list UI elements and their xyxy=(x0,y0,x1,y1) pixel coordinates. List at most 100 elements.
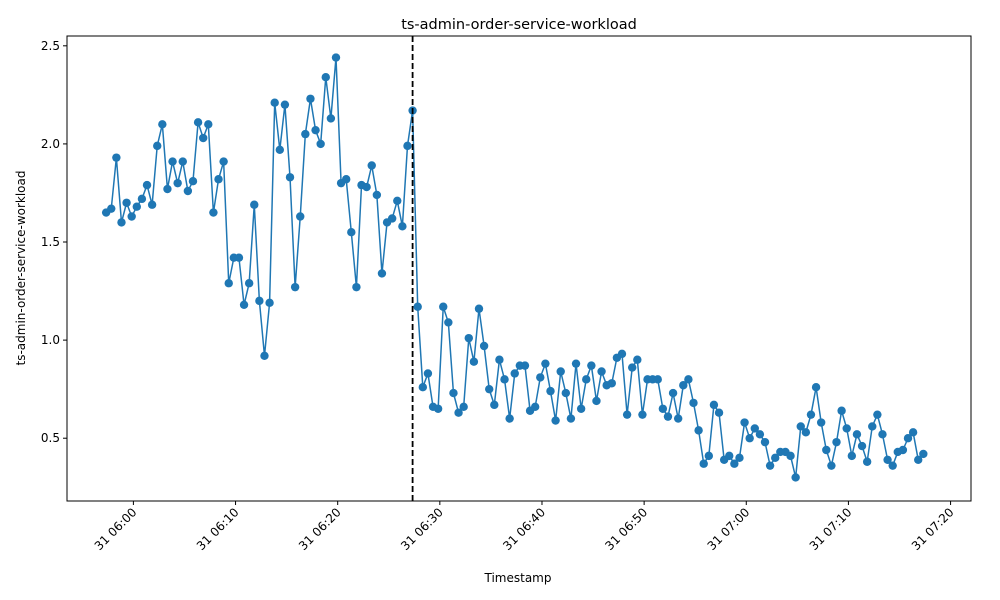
data-point xyxy=(296,212,305,221)
data-point xyxy=(321,73,330,82)
data-point xyxy=(433,404,443,413)
data-point xyxy=(112,153,121,162)
data-point xyxy=(561,388,571,398)
data-point xyxy=(684,375,693,384)
data-point xyxy=(857,441,867,451)
data-point xyxy=(510,369,519,378)
data-point xyxy=(725,451,734,461)
data-point xyxy=(199,133,208,143)
data-point xyxy=(842,424,851,433)
data-point xyxy=(668,388,678,398)
data-point xyxy=(158,120,167,129)
data-point xyxy=(301,129,310,139)
data-point xyxy=(760,437,770,447)
data-point xyxy=(530,402,540,412)
data-point xyxy=(224,279,233,288)
data-point xyxy=(137,194,147,204)
data-point xyxy=(694,426,703,435)
x-axis-ticks: 31 06:00 31 06:10 31 06:20 31 06:30 31 06:40… xyxy=(92,501,957,553)
data-point xyxy=(306,94,315,103)
data-point xyxy=(342,175,351,184)
plot-frame xyxy=(66,35,972,502)
data-point xyxy=(883,455,892,464)
x-tick-label: 31 06:20 xyxy=(296,505,344,553)
data-point xyxy=(638,410,647,419)
data-point xyxy=(122,198,131,207)
data-point xyxy=(214,175,223,184)
data-point xyxy=(485,384,494,394)
data-point xyxy=(163,184,172,194)
data-point xyxy=(117,218,126,227)
series-line xyxy=(105,57,924,478)
x-tick-label: 31 06:50 xyxy=(602,505,650,553)
data-point xyxy=(367,161,376,170)
data-point xyxy=(587,361,596,370)
data-point xyxy=(576,404,586,413)
data-point xyxy=(239,300,249,309)
data-point xyxy=(173,178,182,188)
data-point xyxy=(704,451,714,461)
plot-area xyxy=(101,36,928,501)
data-point xyxy=(765,461,775,470)
data-point xyxy=(153,141,162,151)
data-point xyxy=(469,357,479,366)
data-point xyxy=(188,176,198,186)
data-point xyxy=(168,157,177,166)
data-point xyxy=(193,118,203,127)
data-point xyxy=(582,375,591,384)
data-point xyxy=(622,410,632,419)
data-point xyxy=(362,182,371,192)
data-point xyxy=(633,355,642,364)
data-point xyxy=(832,437,841,447)
data-point xyxy=(791,473,800,482)
y-axis-ticks: 0.5 1.0 1.5 2.0 2.5 xyxy=(41,39,67,445)
data-point xyxy=(459,402,468,412)
data-point xyxy=(454,408,463,417)
data-point xyxy=(847,451,857,461)
data-point xyxy=(413,302,422,311)
data-point xyxy=(423,369,433,378)
data-point xyxy=(903,434,913,443)
data-point xyxy=(862,457,872,466)
data-point xyxy=(439,302,448,311)
data-point xyxy=(142,180,152,190)
data-point xyxy=(387,214,397,223)
data-point xyxy=(806,410,816,419)
data-point xyxy=(285,173,295,182)
data-point xyxy=(551,416,560,425)
data-point xyxy=(132,202,141,211)
data-point xyxy=(796,422,805,431)
data-point xyxy=(699,459,708,468)
data-point xyxy=(107,204,116,213)
data-point xyxy=(352,282,361,292)
x-tick-label: 31 07:10 xyxy=(807,505,855,553)
data-point xyxy=(709,400,719,410)
data-point xyxy=(474,304,484,313)
data-point xyxy=(418,383,428,392)
data-point xyxy=(147,200,157,209)
data-point xyxy=(801,428,811,437)
data-point xyxy=(745,434,754,443)
data-point xyxy=(219,157,228,166)
data-point xyxy=(566,414,576,423)
y-tick-label: 2.0 xyxy=(41,137,60,151)
data-point xyxy=(347,228,356,237)
data-point xyxy=(316,139,325,149)
data-point xyxy=(730,459,739,468)
data-point xyxy=(280,100,290,109)
x-axis-title: Timestamp xyxy=(484,571,552,585)
data-point xyxy=(750,424,759,433)
data-point xyxy=(209,208,218,217)
data-point xyxy=(740,418,749,427)
data-point xyxy=(908,428,918,437)
data-point xyxy=(919,449,928,459)
data-point xyxy=(816,418,826,427)
data-point xyxy=(377,269,387,278)
x-tick-label: 31 07:20 xyxy=(909,505,957,553)
data-point xyxy=(500,375,509,384)
data-point xyxy=(663,412,673,421)
data-point xyxy=(898,445,908,455)
data-point xyxy=(403,141,412,151)
data-point xyxy=(275,145,285,154)
data-point xyxy=(444,318,453,327)
